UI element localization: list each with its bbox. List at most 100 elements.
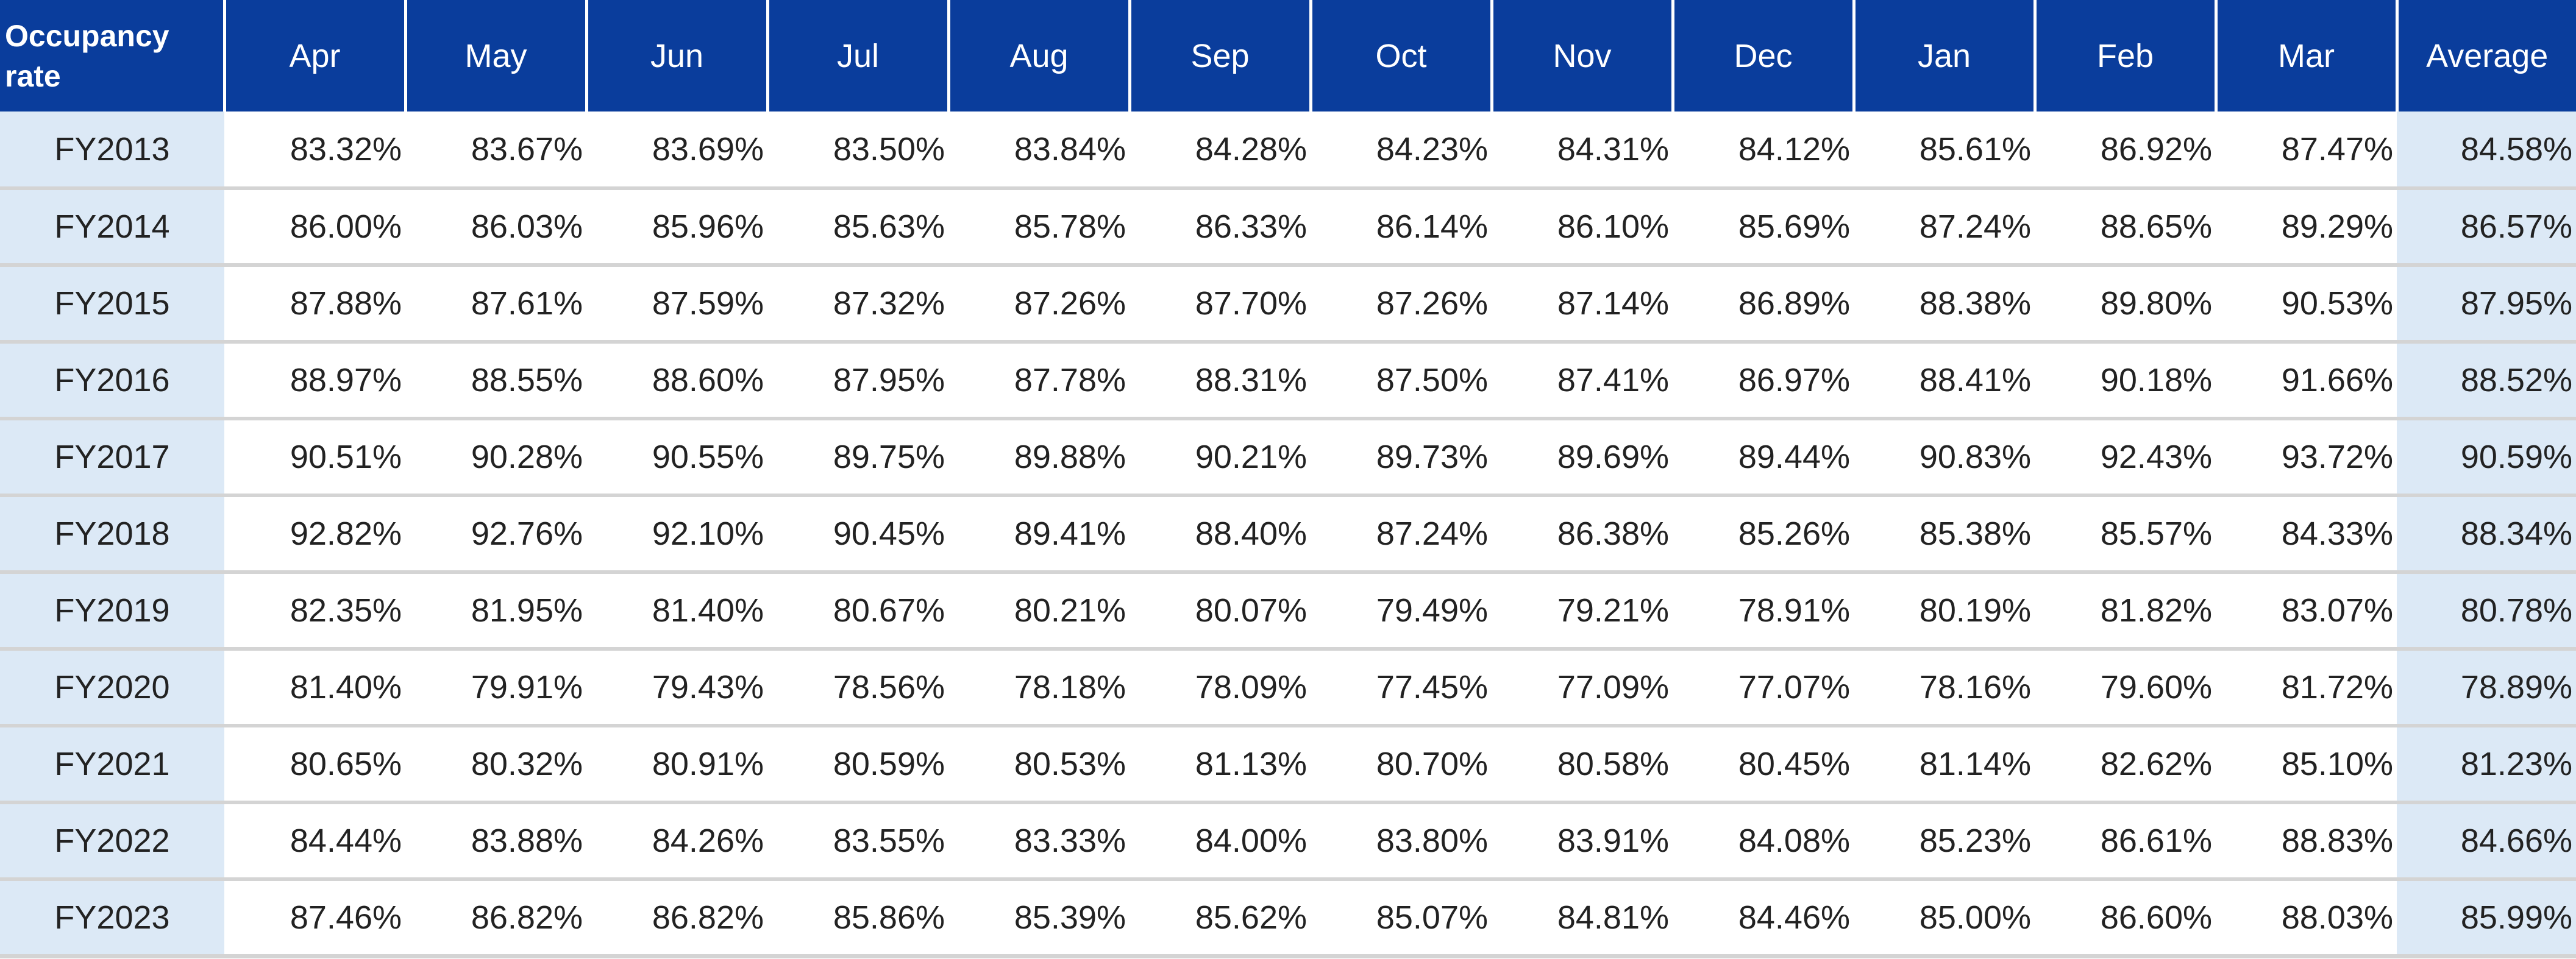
occupancy-value-cell: 85.62% [1130, 879, 1311, 958]
occupancy-value-cell: 86.33% [1130, 188, 1311, 267]
month-header-jan: Jan [1852, 0, 2035, 111]
occupancy-value-cell: 86.00% [224, 188, 405, 267]
fiscal-year-label: FY2016 [0, 342, 224, 420]
occupancy-value-cell: 88.60% [586, 342, 767, 420]
occupancy-value-cell: 83.80% [1311, 802, 1492, 881]
occupancy-value-cell: 89.44% [1673, 419, 1854, 497]
fiscal-year-label: FY2021 [0, 726, 224, 804]
table-row: FY2021 80.65% 80.32% 80.91% 80.59% 80.53% 81.1… [0, 726, 2576, 804]
occupancy-value-cell: 88.83% [2216, 802, 2397, 881]
table-body: FY2013 83.32% 83.67% 83.69% 83.50% 83.84% 84.2… [0, 111, 2576, 958]
corner-header-label: Occupancy rate [0, 0, 224, 111]
occupancy-value-cell: 87.95% [767, 342, 948, 420]
fiscal-year-label: FY2020 [0, 649, 224, 727]
occupancy-value-cell: 87.32% [767, 265, 948, 344]
occupancy-value-cell: 88.31% [1130, 342, 1311, 420]
occupancy-value-cell: 90.51% [224, 419, 405, 497]
occupancy-value-cell: 92.43% [2035, 419, 2216, 497]
occupancy-value-cell: 88.40% [1130, 495, 1311, 574]
average-value-cell: 86.57% [2397, 188, 2576, 267]
occupancy-value-cell: 85.38% [1854, 495, 2035, 574]
month-header-jun: Jun [585, 0, 767, 111]
occupancy-value-cell: 85.23% [1854, 802, 2035, 881]
occupancy-value-cell: 86.14% [1311, 188, 1492, 267]
table-row: FY2022 84.44% 83.88% 84.26% 83.55% 83.33% 84.0… [0, 802, 2576, 881]
month-header-mar: Mar [2214, 0, 2397, 111]
average-value-cell: 85.99% [2397, 879, 2576, 958]
occupancy-value-cell: 92.76% [405, 495, 586, 574]
occupancy-value-cell: 87.26% [948, 265, 1130, 344]
occupancy-value-cell: 87.59% [586, 265, 767, 344]
month-header-may: May [404, 0, 586, 111]
average-value-cell: 78.89% [2397, 649, 2576, 727]
occupancy-value-cell: 84.31% [1492, 111, 1673, 190]
occupancy-value-cell: 84.23% [1311, 111, 1492, 190]
occupancy-value-cell: 86.89% [1673, 265, 1854, 344]
occupancy-value-cell: 90.21% [1130, 419, 1311, 497]
occupancy-value-cell: 81.40% [586, 572, 767, 651]
occupancy-value-cell: 83.32% [224, 111, 405, 190]
occupancy-value-cell: 86.10% [1492, 188, 1673, 267]
occupancy-value-cell: 90.53% [2216, 265, 2397, 344]
occupancy-value-cell: 84.28% [1130, 111, 1311, 190]
occupancy-value-cell: 89.41% [948, 495, 1130, 574]
occupancy-value-cell: 87.70% [1130, 265, 1311, 344]
occupancy-value-cell: 88.03% [2216, 879, 2397, 958]
fiscal-year-label: FY2013 [0, 111, 224, 190]
table-row: FY2015 87.88% 87.61% 87.59% 87.32% 87.26% 87.7… [0, 265, 2576, 344]
occupancy-value-cell: 77.07% [1673, 649, 1854, 727]
occupancy-value-cell: 78.16% [1854, 649, 2035, 727]
occupancy-value-cell: 87.24% [1854, 188, 2035, 267]
average-value-cell: 88.52% [2397, 342, 2576, 420]
occupancy-value-cell: 80.58% [1492, 726, 1673, 804]
occupancy-value-cell: 86.92% [2035, 111, 2216, 190]
occupancy-value-cell: 83.55% [767, 802, 948, 881]
occupancy-value-cell: 85.00% [1854, 879, 2035, 958]
table-row: FY2020 81.40% 79.91% 79.43% 78.56% 78.18% 78.0… [0, 649, 2576, 727]
occupancy-value-cell: 84.00% [1130, 802, 1311, 881]
average-value-cell: 87.95% [2397, 265, 2576, 344]
occupancy-value-cell: 79.49% [1311, 572, 1492, 651]
table-row: FY2019 82.35% 81.95% 81.40% 80.67% 80.21% 80.0… [0, 572, 2576, 651]
occupancy-value-cell: 83.69% [586, 111, 767, 190]
occupancy-value-cell: 84.08% [1673, 802, 1854, 881]
month-header-jul: Jul [766, 0, 948, 111]
occupancy-value-cell: 89.80% [2035, 265, 2216, 344]
occupancy-value-cell: 90.18% [2035, 342, 2216, 420]
occupancy-value-cell: 79.21% [1492, 572, 1673, 651]
occupancy-value-cell: 88.38% [1854, 265, 2035, 344]
occupancy-value-cell: 80.65% [224, 726, 405, 804]
occupancy-value-cell: 78.09% [1130, 649, 1311, 727]
table-row: FY2016 88.97% 88.55% 88.60% 87.95% 87.78% 88.3… [0, 342, 2576, 420]
occupancy-value-cell: 79.60% [2035, 649, 2216, 727]
occupancy-value-cell: 77.45% [1311, 649, 1492, 727]
table-row: FY2018 92.82% 92.76% 92.10% 90.45% 89.41% 88.4… [0, 495, 2576, 574]
occupancy-value-cell: 85.07% [1311, 879, 1492, 958]
occupancy-value-cell: 92.10% [586, 495, 767, 574]
occupancy-value-cell: 82.35% [224, 572, 405, 651]
month-header-feb: Feb [2033, 0, 2216, 111]
occupancy-value-cell: 80.32% [405, 726, 586, 804]
occupancy-value-cell: 83.33% [948, 802, 1130, 881]
occupancy-value-cell: 87.61% [405, 265, 586, 344]
fiscal-year-label: FY2019 [0, 572, 224, 651]
occupancy-value-cell: 87.41% [1492, 342, 1673, 420]
occupancy-value-cell: 81.72% [2216, 649, 2397, 727]
average-value-cell: 90.59% [2397, 419, 2576, 497]
occupancy-value-cell: 87.14% [1492, 265, 1673, 344]
occupancy-value-cell: 80.67% [767, 572, 948, 651]
occupancy-value-cell: 81.13% [1130, 726, 1311, 804]
occupancy-value-cell: 88.41% [1854, 342, 2035, 420]
occupancy-value-cell: 85.26% [1673, 495, 1854, 574]
occupancy-value-cell: 86.82% [586, 879, 767, 958]
occupancy-value-cell: 84.44% [224, 802, 405, 881]
occupancy-value-cell: 91.66% [2216, 342, 2397, 420]
occupancy-value-cell: 89.29% [2216, 188, 2397, 267]
occupancy-value-cell: 79.91% [405, 649, 586, 727]
average-value-cell: 84.66% [2397, 802, 2576, 881]
month-header-oct: Oct [1309, 0, 1492, 111]
month-header-nov: Nov [1490, 0, 1673, 111]
fiscal-year-label: FY2015 [0, 265, 224, 344]
occupancy-value-cell: 86.82% [405, 879, 586, 958]
occupancy-value-cell: 86.97% [1673, 342, 1854, 420]
